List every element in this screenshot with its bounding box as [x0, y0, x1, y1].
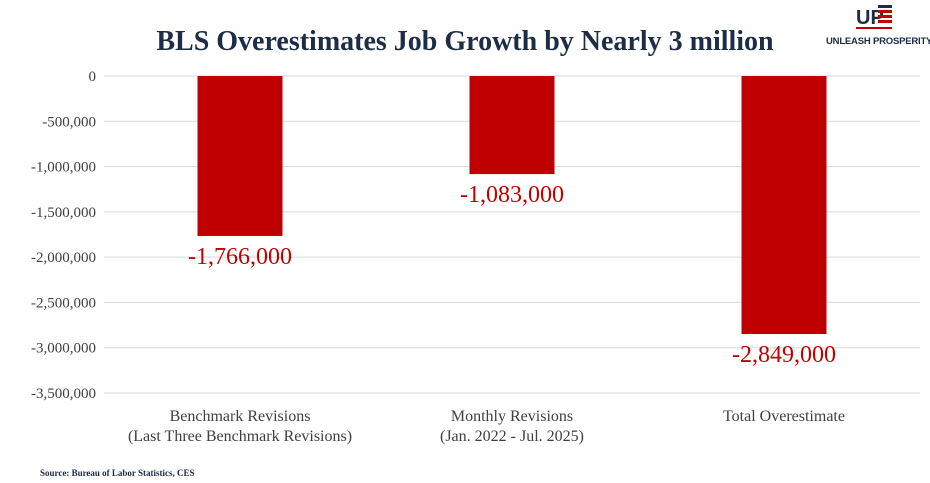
y-tick-label: -3,000,000 — [31, 341, 96, 357]
bar — [741, 76, 827, 335]
y-tick-label: -2,500,000 — [31, 295, 96, 311]
bar — [197, 76, 283, 236]
y-tick-label: -3,500,000 — [31, 386, 96, 402]
logo-text: UNLEASH PROSPERITY — [826, 36, 930, 47]
y-tick-label: -2,000,000 — [31, 250, 96, 266]
up-flag-logo-icon: UP — [856, 5, 892, 29]
x-tick-label: (Jan. 2022 - Jul. 2025) — [440, 428, 584, 445]
chart-title: BLS Overestimates Job Growth by Nearly 3… — [156, 26, 774, 57]
source-note: Source: Bureau of Labor Statistics, CES — [40, 468, 195, 478]
data-label: -1,766,000 — [188, 244, 292, 270]
svg-text:UP: UP — [856, 7, 884, 29]
data-label: -1,083,000 — [460, 182, 564, 208]
x-tick-label: Total Overestimate — [723, 408, 845, 425]
x-tick-label: Benchmark Revisions — [170, 408, 311, 425]
y-tick-label: -500,000 — [42, 114, 96, 130]
data-label: -2,849,000 — [732, 342, 836, 368]
unleash-prosperity-logo: UP UNLEASH PROSPERITY — [826, 2, 930, 50]
x-tick-label: Monthly Revisions — [451, 408, 573, 425]
y-tick-label: 0 — [89, 69, 97, 85]
bar — [469, 76, 555, 175]
x-tick-label: (Last Three Benchmark Revisions) — [128, 428, 352, 445]
y-tick-label: -1,000,000 — [31, 160, 96, 176]
y-tick-label: -1,500,000 — [31, 205, 96, 221]
